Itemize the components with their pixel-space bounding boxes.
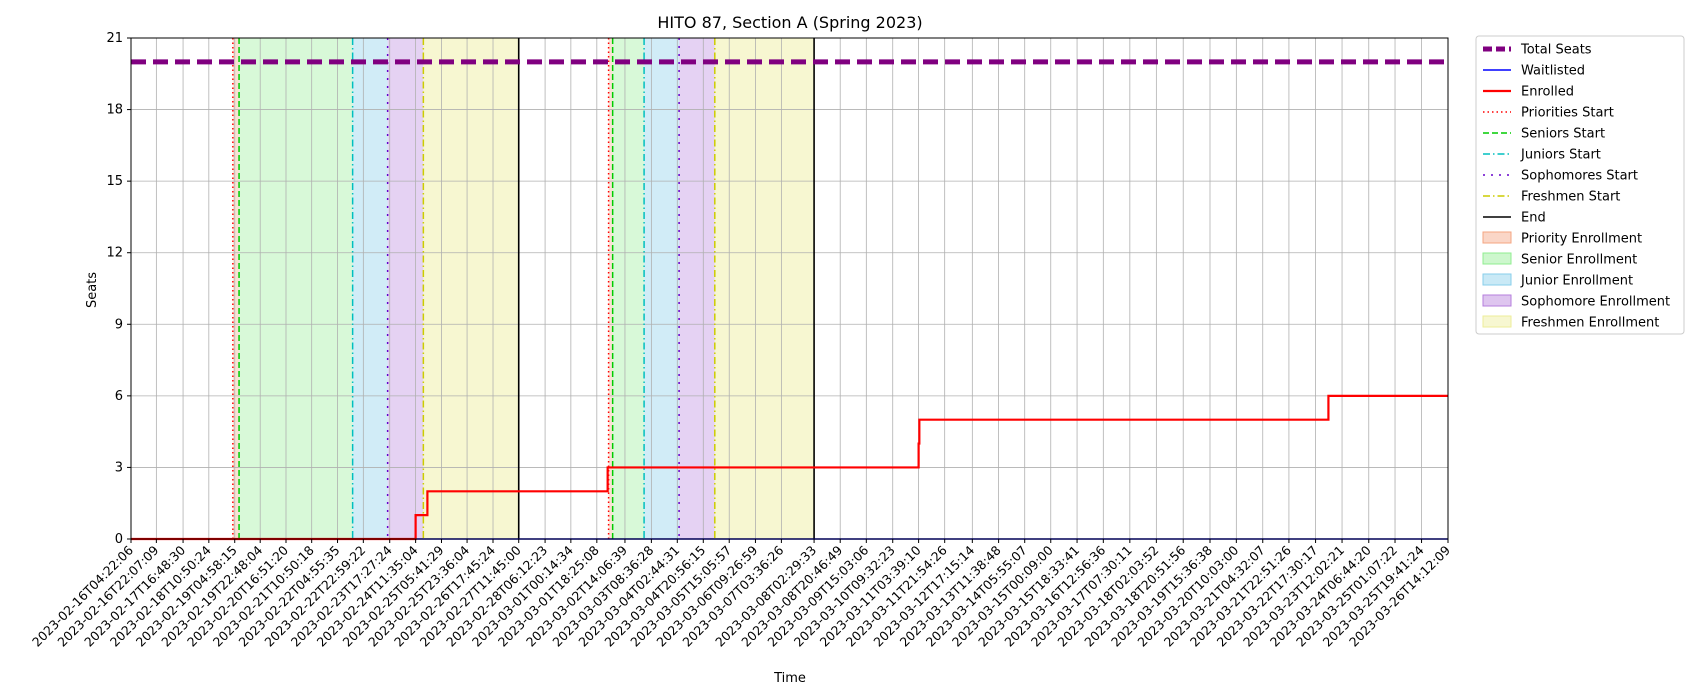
shaded-region-2-0: [352, 38, 388, 539]
y-tick-label-2: 6: [115, 389, 123, 404]
legend-label-7: Freshmen Start: [1521, 190, 1620, 205]
legend-label-12: Sophomore Enrollment: [1521, 295, 1670, 310]
legend-box: [1475, 35, 1685, 335]
legend-label-5: Juniors Start: [1520, 148, 1601, 163]
legend-label-4: Seniors Start: [1521, 127, 1605, 142]
legend-label-9: Priority Enrollment: [1521, 232, 1642, 247]
legend-swatch-13: [1482, 315, 1512, 328]
legend-swatch-10: [1482, 252, 1512, 265]
y-tick-label-5: 15: [106, 174, 123, 189]
shaded-region-3-1: [679, 38, 715, 539]
y-axis-ticks: 0 3 6 9 12 15 18 21: [106, 31, 131, 547]
legend-swatch-12: [1482, 294, 1512, 307]
shaded-region-2-1: [644, 38, 680, 539]
plot-frame: [130, 37, 1449, 540]
legend-swatch-11: [1482, 273, 1512, 286]
legend-label-0: Total Seats: [1520, 43, 1592, 58]
shaded-region-4-0: [423, 38, 519, 539]
x-axis-ticks: 2023-02-16T04:22:062023-02-16T22:07:0920…: [29, 539, 1453, 650]
chart-title: HITO 87, Section A (Spring 2023): [657, 13, 922, 32]
shaded-region-1-1: [612, 38, 645, 539]
y-tick-label-1: 3: [115, 460, 123, 475]
shaded-region-0-1: [608, 38, 613, 539]
shaded-region-3-0: [387, 38, 424, 539]
shaded-region-4-1: [714, 38, 815, 539]
legend-label-10: Senior Enrollment: [1521, 253, 1637, 268]
series-line-2: [131, 394, 1448, 541]
y-tick-label-6: 18: [106, 103, 123, 118]
legend-label-2: Enrolled: [1521, 85, 1574, 100]
y-tick-label-0: 0: [115, 532, 123, 547]
x-axis-label: Time: [773, 671, 806, 686]
grid-lines: [130, 37, 1449, 540]
y-tick-label-7: 21: [106, 31, 123, 46]
shaded-region-0-0: [232, 38, 240, 539]
legend-label-11: Junior Enrollment: [1520, 274, 1633, 289]
legend: Total Seats Waitlisted Enrolled Priorities …: [1475, 35, 1685, 335]
phase-lines: [232, 38, 815, 539]
y-axis-label: Seats: [85, 272, 100, 308]
legend-label-1: Waitlisted: [1521, 64, 1585, 79]
y-tick-label-3: 9: [115, 317, 123, 332]
legend-swatch-9: [1482, 231, 1512, 244]
shaded-regions: [232, 38, 815, 539]
legend-label-3: Priorities Start: [1521, 106, 1614, 121]
y-tick-label-4: 12: [106, 246, 123, 261]
legend-label-8: End: [1521, 211, 1546, 226]
legend-label-6: Sophomores Start: [1521, 169, 1638, 184]
legend-label-13: Freshmen Enrollment: [1521, 316, 1659, 331]
shaded-region-1-0: [239, 38, 353, 539]
